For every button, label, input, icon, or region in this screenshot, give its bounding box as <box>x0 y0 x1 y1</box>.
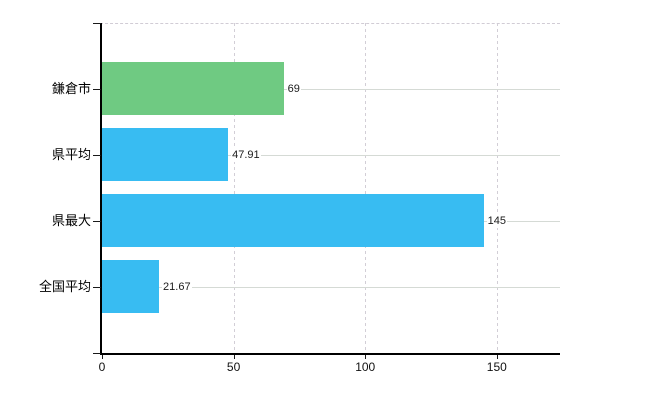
y-axis-tick-category-1 <box>93 154 101 156</box>
category-gridline-3 <box>102 286 560 288</box>
y-axis-line <box>100 23 102 355</box>
x-axis-tick-0 <box>102 355 103 359</box>
y-axis-tick-category-3 <box>93 286 101 288</box>
x-gridline-50 <box>233 23 235 354</box>
value-label-1: 47.91 <box>231 147 261 162</box>
bar-0[interactable] <box>102 62 284 115</box>
x-tick-label-100: 100 <box>355 360 376 374</box>
y-axis-tick-category-0 <box>93 88 101 90</box>
x-tick-label-0: 0 <box>98 360 106 374</box>
x-axis-line <box>100 353 560 355</box>
x-gridline-100 <box>365 23 367 354</box>
category-label-3: 全国平均 <box>38 278 91 294</box>
x-axis-tick-100 <box>365 355 367 359</box>
category-label-0: 鎌倉市 <box>51 80 91 96</box>
x-tick-label-150: 150 <box>486 360 507 374</box>
y-axis-tick-bottom <box>93 353 101 354</box>
x-axis-tick-50 <box>233 355 235 359</box>
category-gridline-0 <box>102 88 560 90</box>
value-label-3: 21.67 <box>162 279 192 294</box>
category-label-2: 県最大 <box>51 212 91 228</box>
x-axis-tick-150 <box>496 355 498 359</box>
bar-2[interactable] <box>102 194 484 247</box>
bar-1[interactable] <box>102 128 229 181</box>
category-gridline-1 <box>102 154 560 156</box>
y-axis-tick-category-2 <box>93 220 101 222</box>
y-axis-tick-top <box>93 23 101 24</box>
value-label-0: 69 <box>286 81 301 96</box>
x-gridline-150 <box>496 23 498 354</box>
plot-top-border <box>100 23 560 24</box>
category-label-1: 県平均 <box>51 146 91 162</box>
value-label-2: 145 <box>486 213 508 228</box>
x-tick-label-50: 50 <box>226 360 241 374</box>
bar-3[interactable] <box>102 260 160 313</box>
